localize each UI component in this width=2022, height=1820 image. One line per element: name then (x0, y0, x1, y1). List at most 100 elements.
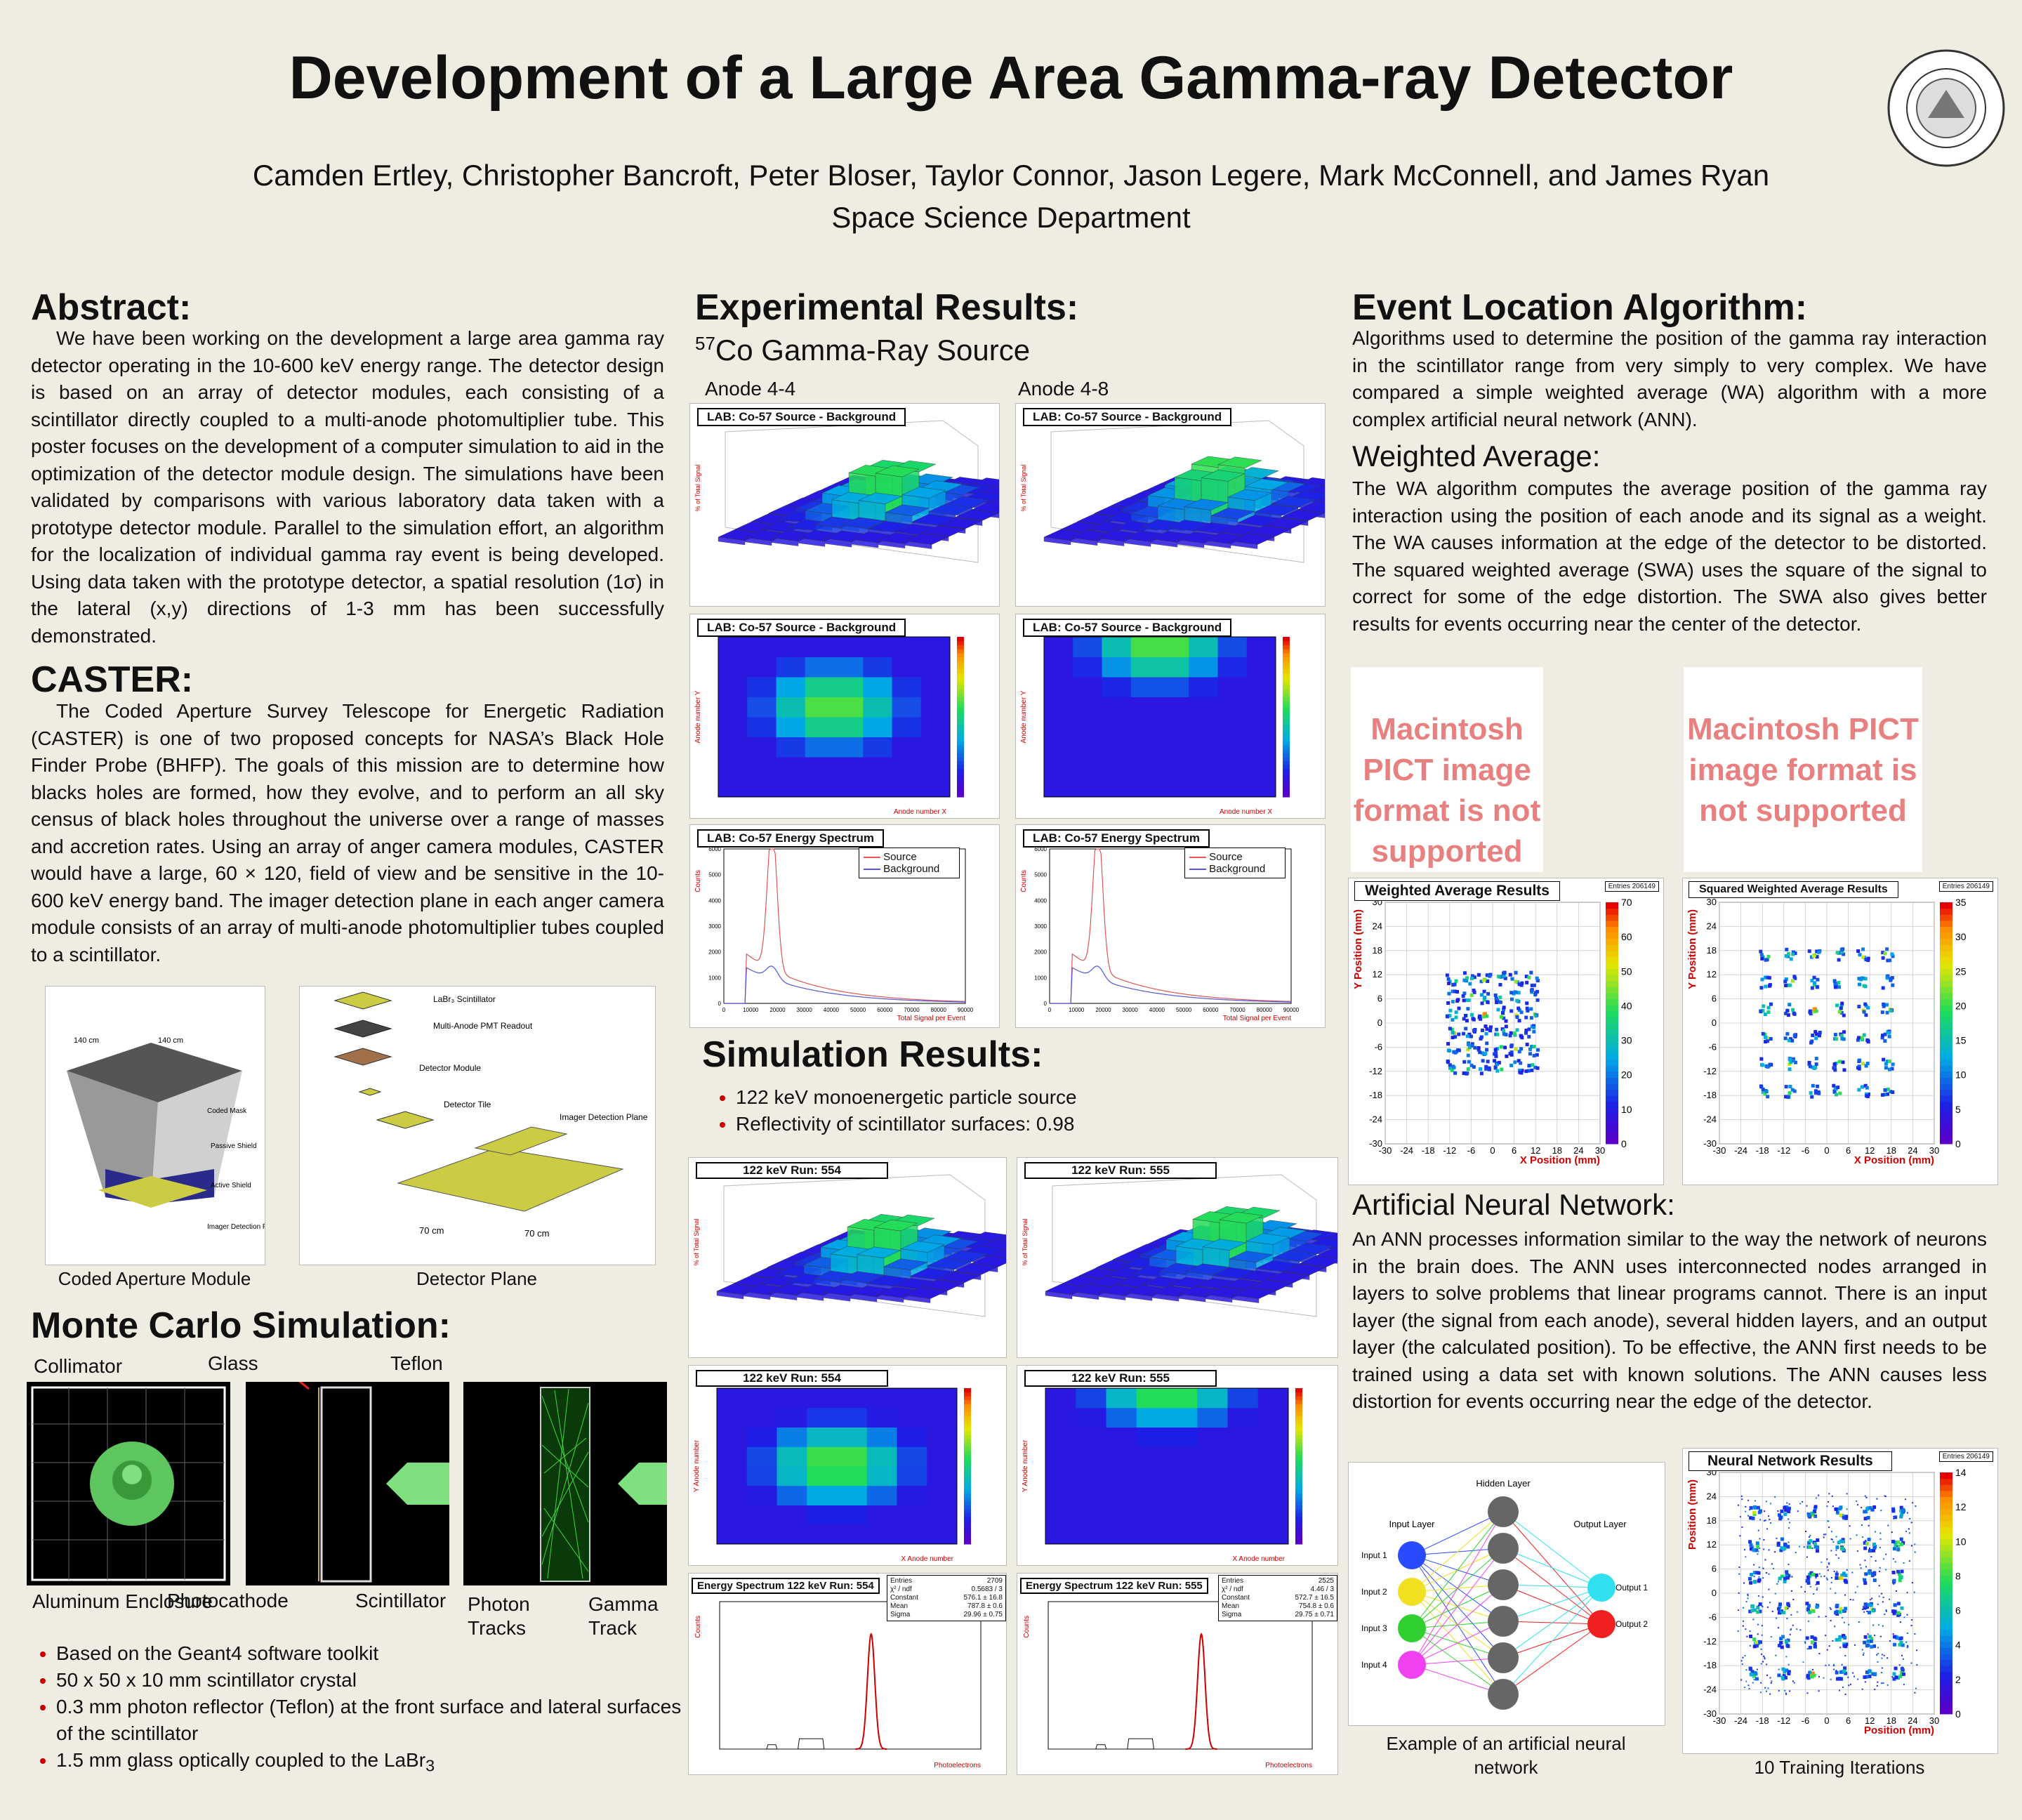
data-cell (1870, 1637, 1874, 1641)
mc-collimator-view (27, 1382, 230, 1585)
colorbar-segment (957, 701, 964, 706)
lego-bar-side (904, 541, 932, 549)
anode-cell (1246, 717, 1276, 737)
active-shield-label: Active Shield (211, 1182, 251, 1189)
colorbar-tick-label: 0 (1955, 1138, 1961, 1149)
colorbar-segment (1606, 1071, 1618, 1078)
data-cell (1845, 1515, 1847, 1517)
data-cell (1884, 1495, 1886, 1497)
data-cell (1896, 1569, 1901, 1574)
data-cell (1470, 976, 1474, 980)
data-cell (1488, 1029, 1493, 1033)
anode-cell (892, 737, 922, 758)
colorbar-segment (1295, 1396, 1302, 1401)
data-cell (1844, 1694, 1846, 1696)
data-cell (1456, 1048, 1460, 1052)
data-cell (1535, 976, 1539, 980)
source-subheading: 57Co Gamma-Ray Source (695, 333, 1030, 367)
data-cell (1811, 1034, 1815, 1038)
data-cell (1882, 1596, 1884, 1598)
colorbar-segment (1283, 784, 1290, 790)
entries-value: 206149 (1632, 883, 1656, 890)
anode-cell (863, 677, 892, 697)
data-cell (1750, 1573, 1754, 1577)
data-cell (1857, 1067, 1861, 1071)
lego-bar-side (1150, 539, 1178, 548)
data-cell (1790, 1038, 1795, 1043)
data-cell (1452, 1050, 1456, 1054)
y-axis-label: Anode number Y (694, 690, 702, 743)
data-cell (1814, 1009, 1818, 1013)
data-cell (1842, 1609, 1846, 1613)
anode-cell (1160, 697, 1189, 718)
passive-shield-label: Passive Shield (211, 1142, 257, 1150)
data-cell (1486, 1060, 1490, 1064)
colorbar-segment (1940, 1563, 1952, 1570)
data-cell (1744, 1687, 1746, 1689)
colorbar-segment (964, 1435, 971, 1439)
y-axis-label: Y Anode number (693, 1439, 701, 1492)
data-cell (1833, 1668, 1835, 1670)
data-cell (1844, 1671, 1848, 1675)
colorbar-segment (1940, 1629, 1952, 1636)
data-cell (1813, 1515, 1816, 1517)
data-cell (1839, 1539, 1843, 1543)
data-cell (1462, 991, 1467, 996)
data-cell (1809, 1609, 1813, 1613)
anode-cell (863, 657, 892, 678)
anode-cell (777, 1446, 807, 1467)
data-cell (1890, 952, 1894, 956)
data-cell (1842, 1030, 1846, 1034)
data-cell (1842, 1634, 1846, 1638)
data-cell (1879, 1538, 1882, 1540)
colorbar-segment (1283, 652, 1290, 657)
x-tick-label: 80000 (931, 1007, 947, 1013)
data-cell (1486, 979, 1490, 983)
colorbar-segment (964, 1524, 971, 1529)
data-cell (1465, 1034, 1469, 1038)
colorbar-segment (1295, 1439, 1302, 1444)
data-cell (1778, 1604, 1782, 1609)
data-cell (1467, 998, 1471, 1002)
data-cell (1515, 1015, 1519, 1019)
data-cell (1887, 1067, 1891, 1071)
y-axis-label: Counts (694, 1616, 702, 1638)
colorbar-segment (1940, 1647, 1952, 1654)
entries-label: Entries (1942, 883, 1964, 890)
anode-cell (717, 1505, 748, 1525)
data-cell (1771, 1680, 1773, 1682)
data-cell (1863, 1581, 1868, 1585)
data-cell (1865, 1038, 1870, 1043)
data-cell (1525, 1006, 1529, 1010)
data-cell (1528, 1052, 1533, 1056)
y-axis-label: Anode number Y (1020, 690, 1028, 743)
data-cell (1835, 951, 1839, 955)
anode-cell (1106, 1388, 1137, 1409)
data-cell (1823, 1534, 1825, 1536)
y-axis-label: Y Position (mm) (1352, 909, 1364, 989)
data-cell (1530, 983, 1534, 987)
anode-cell (866, 1407, 897, 1427)
data-cell (1778, 1689, 1780, 1692)
colorbar-segment (1940, 1701, 1952, 1708)
data-cell (1785, 1693, 1788, 1695)
data-cell (1760, 1648, 1762, 1650)
anode-cell (897, 1407, 927, 1427)
anode-cell (837, 1505, 868, 1525)
data-cell (1769, 1677, 1771, 1679)
data-cell (1805, 1602, 1809, 1606)
colorbar-segment (1295, 1419, 1302, 1424)
data-cell (1911, 1545, 1913, 1547)
y-tick-label: -12 (1703, 1636, 1717, 1647)
data-cell (1891, 1090, 1895, 1094)
colorbar-segment (1283, 680, 1290, 685)
colorbar-segment (1295, 1392, 1302, 1397)
y-tick-label: 6000 (1034, 846, 1047, 852)
data-cell (1524, 1028, 1528, 1032)
data-cell (1861, 976, 1865, 980)
data-cell (1825, 1577, 1828, 1579)
data-cell (1462, 1071, 1466, 1075)
x-tick-label: 24 (1908, 1145, 1917, 1156)
data-cell (1779, 1515, 1783, 1519)
data-cell (1844, 1574, 1848, 1578)
